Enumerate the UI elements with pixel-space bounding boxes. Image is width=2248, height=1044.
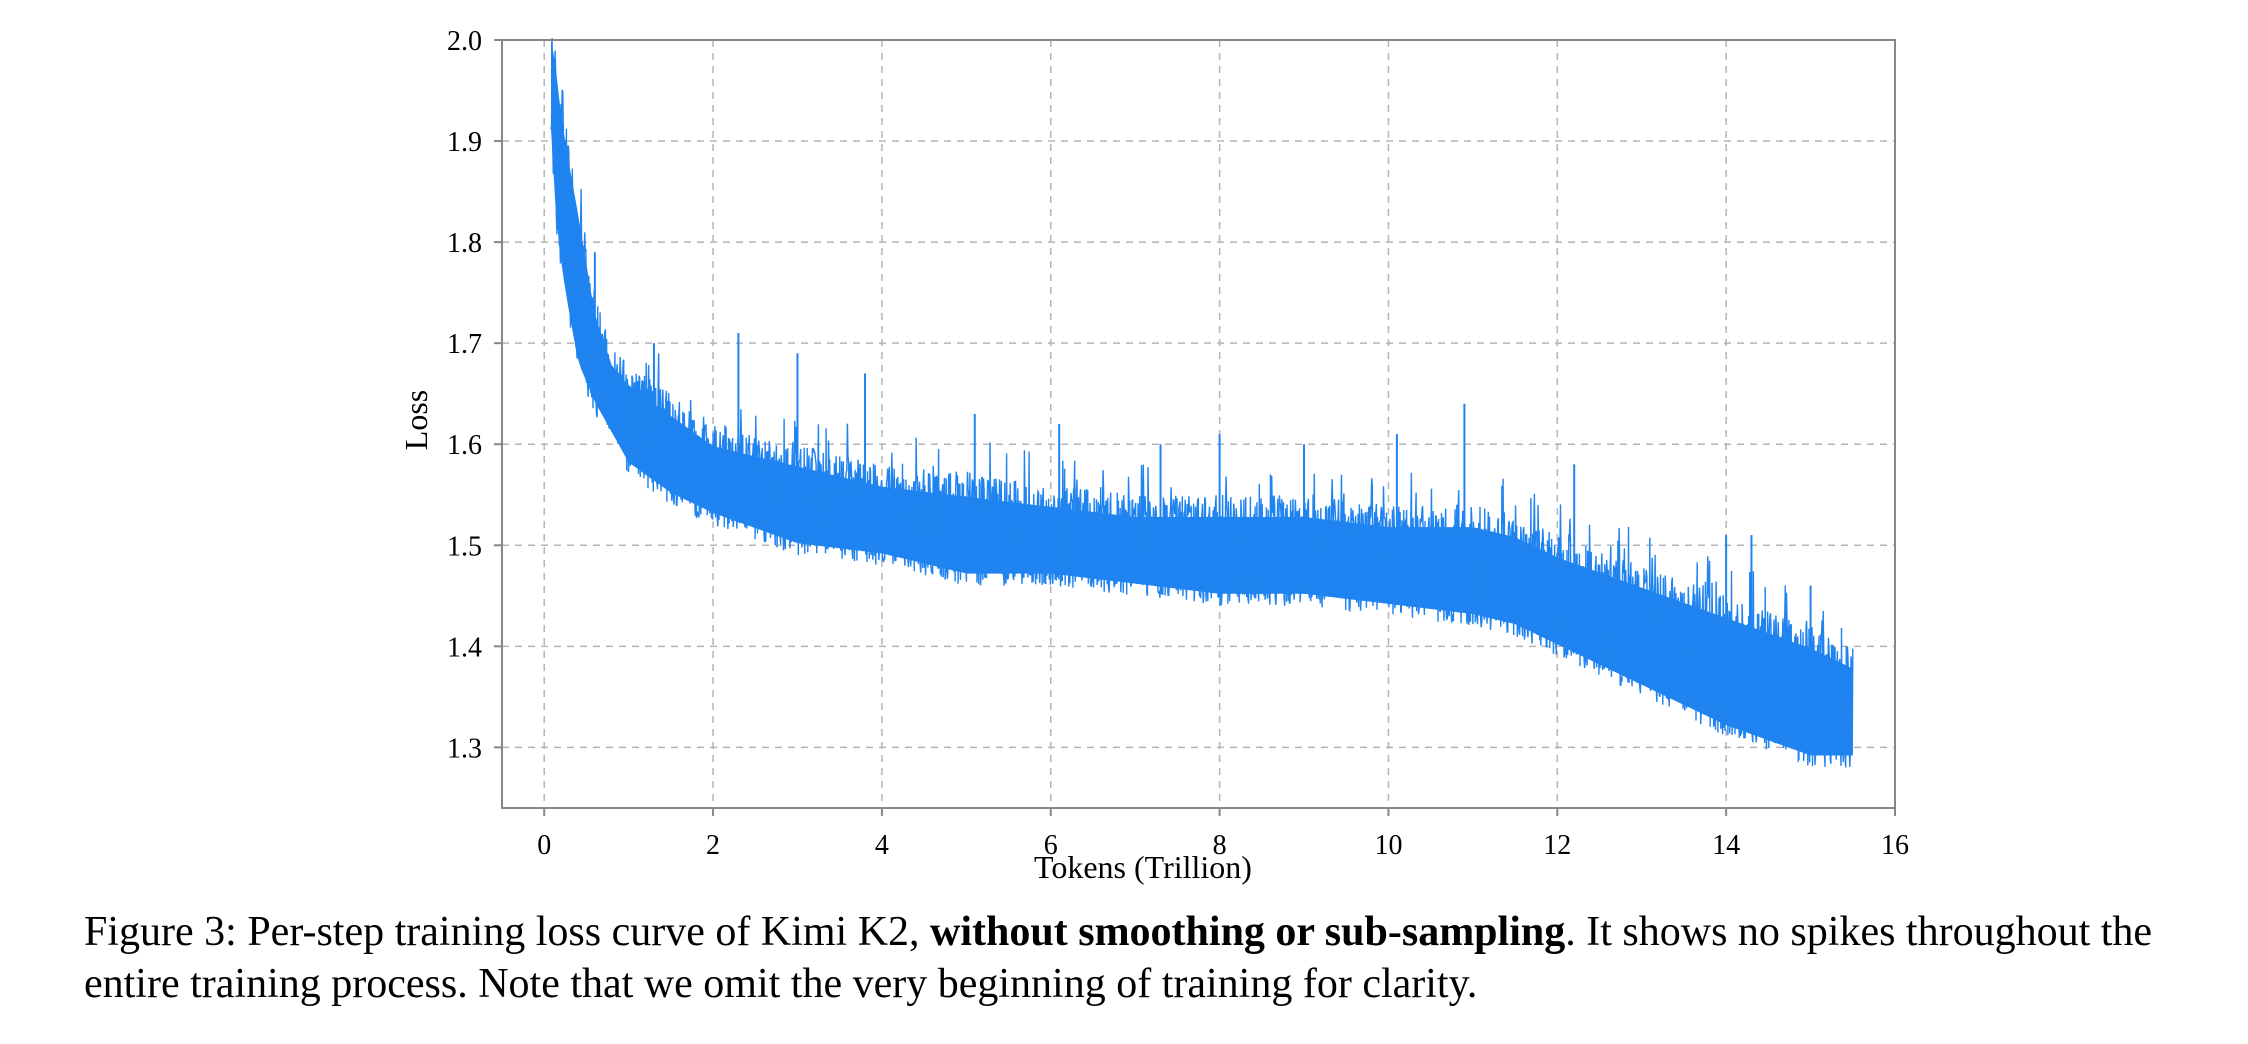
loss-series — [550, 37, 1854, 768]
figure-caption: Figure 3: Per-step training loss curve o… — [84, 906, 2224, 1010]
x-tick-label: 0 — [537, 830, 551, 861]
plot-frame — [501, 39, 1896, 809]
y-tick-label: 2.0 — [447, 26, 482, 57]
x-tick-label: 10 — [1374, 830, 1402, 861]
y-tick-label: 1.9 — [447, 127, 482, 158]
caption-bold: without smoothing or sub-sampling — [930, 909, 1566, 955]
x-axis-label: Tokens (Trillion) — [1034, 849, 1252, 885]
caption-prefix: Figure 3: Per-step training loss curve o… — [84, 909, 931, 955]
x-tick-label: 4 — [875, 830, 889, 861]
x-axis-ticks: 0 2 4 6 8 10 12 14 16 — [537, 808, 1909, 861]
y-tick-label: 1.8 — [447, 228, 482, 259]
loss-line — [550, 37, 1854, 768]
caption-suffix: . It shows no spikes throughout the enti… — [84, 909, 2153, 1007]
y-axis-label: Loss — [398, 390, 434, 450]
x-tick-label: 14 — [1712, 830, 1740, 861]
y-tick-label: 1.3 — [447, 733, 482, 764]
x-tick-label: 12 — [1543, 830, 1571, 861]
x-tick-label: 6 — [1044, 830, 1058, 861]
x-tick-label: 2 — [706, 830, 720, 861]
y-tick-label: 1.4 — [447, 632, 482, 663]
y-tick-label: 1.7 — [447, 329, 482, 360]
y-axis-ticks: 2.0 1.9 1.8 1.7 1.6 1.5 1.4 1.3 — [447, 26, 502, 764]
x-tick-label: 8 — [1213, 830, 1227, 861]
x-tick-label: 16 — [1881, 830, 1909, 861]
y-tick-label: 1.5 — [447, 531, 482, 562]
loss-chart: 0 2 4 6 8 10 12 14 16 2.0 1.9 1.8 1.7 1.6 1.5 1.4 1.3 T… — [398, 26, 1909, 885]
y-tick-label: 1.6 — [447, 430, 482, 461]
